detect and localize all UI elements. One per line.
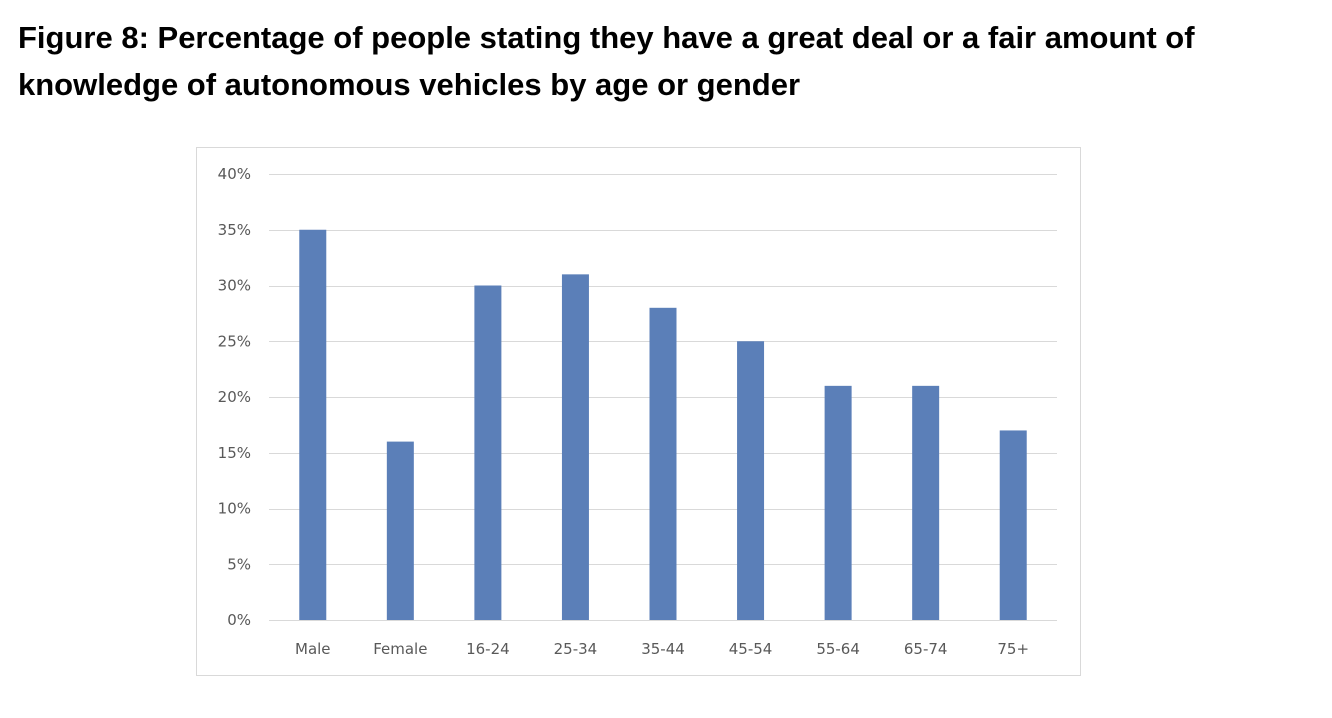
- x-category-label: 55-64: [816, 640, 860, 658]
- y-tick-label: 35%: [218, 221, 251, 239]
- x-category-label: Male: [295, 640, 331, 658]
- bar-female: [386, 441, 414, 620]
- y-tick-label: 30%: [218, 277, 251, 295]
- x-category-label: 45-54: [729, 640, 773, 658]
- x-category-label: 16-24: [466, 640, 510, 658]
- bar-45-54: [737, 341, 765, 620]
- x-category-label: 35-44: [641, 640, 685, 658]
- y-axis-ticks: 0% 5% 10% 15% 20% 25% 30% 35% 40%: [218, 165, 251, 629]
- x-category-label: Female: [373, 640, 427, 658]
- y-tick-label: 25%: [218, 332, 251, 350]
- bar-35-44: [649, 307, 677, 620]
- y-tick-label: 15%: [218, 444, 251, 462]
- figure-title: Figure 8: Percentage of people stating t…: [18, 20, 1195, 102]
- y-tick-label: 5%: [227, 555, 251, 573]
- y-tick-label: 10%: [218, 500, 251, 518]
- y-tick-label: 40%: [218, 165, 251, 183]
- x-category-label: 25-34: [554, 640, 598, 658]
- bar-16-24: [474, 285, 502, 620]
- bar-25-34: [561, 274, 589, 620]
- x-category-label: 65-74: [904, 640, 948, 658]
- x-axis-labels: Male Female 16-24 25-34 35-44 45-54 55-64 65-74…: [295, 640, 1029, 658]
- y-tick-label: 20%: [218, 388, 251, 406]
- bars: [299, 229, 1027, 620]
- bar-65-74: [912, 385, 940, 620]
- chart-frame: 0% 5% 10% 15% 20% 25% 30% 35% 40% Male Female 16-2…: [196, 147, 1081, 676]
- x-category-label: 75+: [997, 640, 1029, 658]
- bar-chart: 0% 5% 10% 15% 20% 25% 30% 35% 40% Male Female 16-2…: [218, 165, 1057, 658]
- y-tick-label: 0%: [227, 611, 251, 629]
- bar-55-64: [824, 385, 852, 620]
- bar-male: [299, 229, 327, 620]
- bar-75-: [999, 430, 1027, 620]
